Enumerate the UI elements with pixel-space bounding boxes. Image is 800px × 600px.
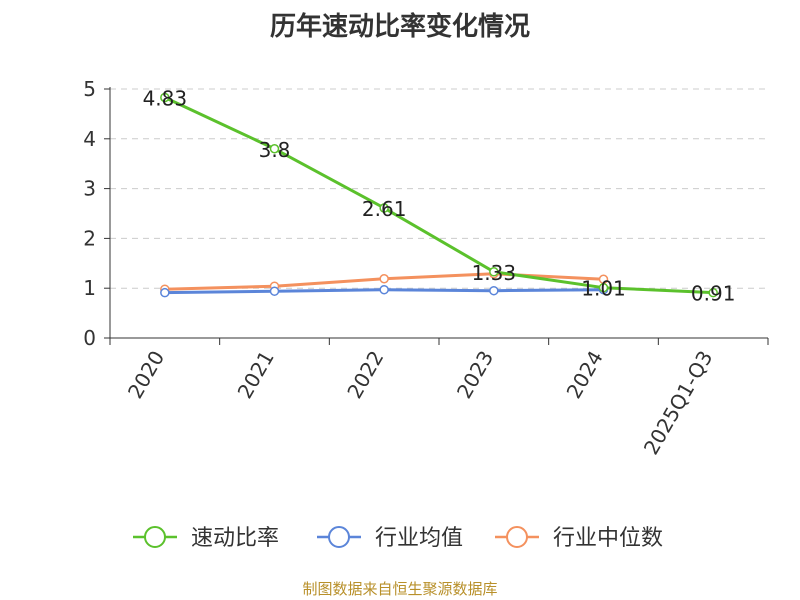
legend-marker: [506, 526, 528, 548]
series-line: [164, 96, 714, 295]
data-label: 2.61: [362, 197, 407, 221]
x-tick-label: 2022: [342, 347, 388, 403]
x-tick-label: 2025Q1-Q3: [639, 347, 718, 459]
data-label: 4.83: [143, 86, 188, 110]
y-tick-label: 1: [83, 276, 96, 300]
x-tick-label: 2021: [233, 347, 279, 403]
data-point: [708, 287, 718, 298]
data-point: [160, 287, 170, 298]
data-point: [489, 285, 499, 296]
y-tick-label: 3: [83, 177, 96, 201]
y-tick-label: 2: [83, 226, 96, 250]
legend-marker: [328, 526, 350, 548]
legend-marker: [144, 526, 166, 548]
source-note: 制图数据来自恒生聚源数据库: [302, 580, 498, 598]
legend-label: 行业均值: [375, 526, 463, 551]
legend-label: 速动比率: [191, 526, 279, 551]
data-point: [489, 267, 499, 277]
data-point: [379, 203, 389, 213]
x-tick-label: 2020: [123, 347, 169, 403]
chart-title: 历年速动比率变化情况: [269, 12, 530, 42]
data-point: [160, 92, 170, 103]
x-tick-label: 2023: [452, 347, 498, 403]
y-tick-label: 4: [83, 127, 96, 151]
y-tick-label: 5: [83, 77, 96, 101]
legend-label: 行业中位数: [553, 526, 663, 551]
x-tick-label: 2024: [562, 347, 608, 403]
data-label: 1.01: [581, 277, 626, 301]
y-tick-label: 0: [83, 326, 96, 350]
data-point: [269, 286, 280, 296]
data-point: [379, 273, 389, 284]
data-label: 1.33: [472, 261, 517, 285]
data-point: [269, 144, 280, 154]
data-point: [598, 282, 609, 293]
data-label: 3.8: [259, 138, 291, 162]
data-point: [379, 284, 389, 295]
data-label: 0.91: [691, 282, 736, 306]
